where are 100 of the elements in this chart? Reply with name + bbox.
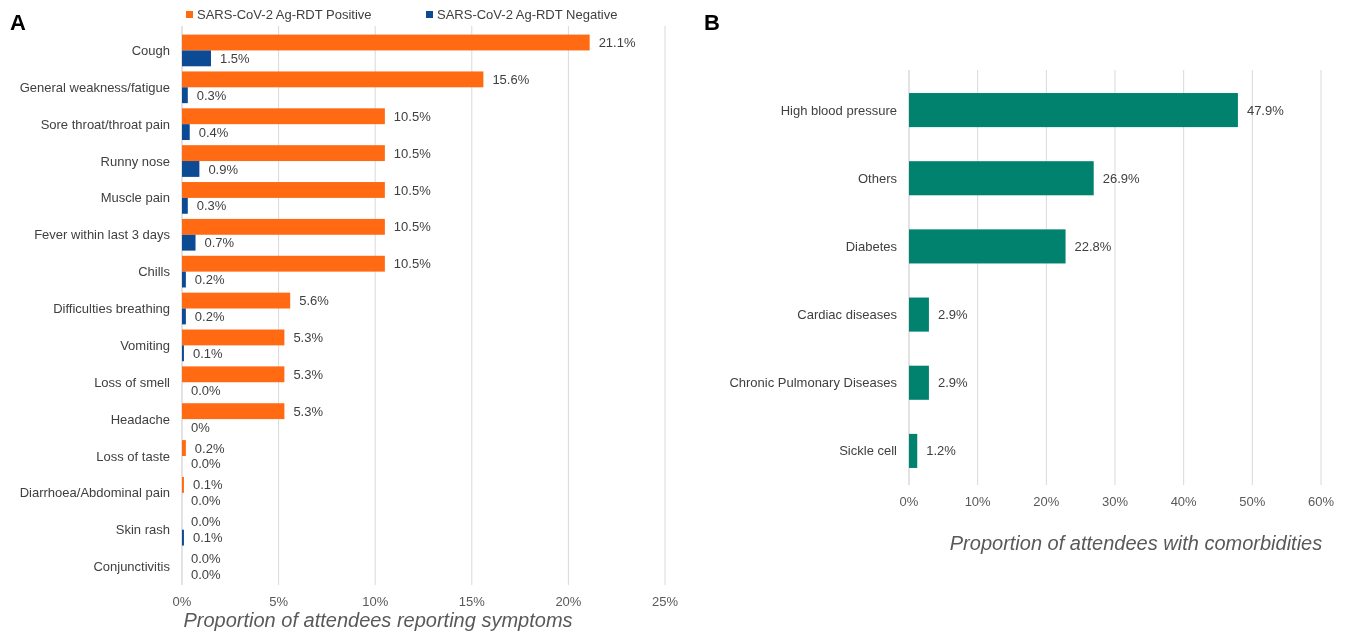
data-label: 5.3% bbox=[293, 366, 324, 382]
x-tick-label: 20% bbox=[1033, 494, 1060, 509]
data-label: 0.0% bbox=[191, 382, 222, 398]
bar bbox=[909, 161, 1094, 196]
data-label: 1.2% bbox=[926, 443, 957, 459]
data-label: 5.3% bbox=[293, 403, 324, 419]
bar bbox=[182, 197, 188, 214]
x-tick-label: 10% bbox=[362, 594, 389, 609]
data-label: 0.1% bbox=[192, 477, 223, 493]
data-label: 26.9% bbox=[1102, 170, 1141, 186]
data-label: 0.1% bbox=[192, 530, 223, 546]
data-label: 22.8% bbox=[1074, 238, 1112, 254]
data-label: 10.5% bbox=[393, 219, 432, 235]
data-label: 0.3% bbox=[196, 198, 227, 214]
data-label: 15.6% bbox=[492, 71, 530, 87]
bar bbox=[182, 145, 385, 162]
y-tick-label: Chronic Pulmonary Diseases bbox=[729, 375, 898, 391]
y-tick-label: Muscle pain bbox=[100, 190, 170, 206]
legend-label: SARS-CoV-2 Ag-RDT Positive bbox=[197, 7, 372, 23]
bar bbox=[182, 308, 186, 325]
x-axis-title: Proportion of attendees reporting symptoms bbox=[183, 609, 573, 631]
data-label: 0.0% bbox=[191, 514, 222, 530]
data-label: 47.9% bbox=[1246, 102, 1285, 118]
y-tick-label: Others bbox=[857, 170, 898, 186]
legend-label: SARS-CoV-2 Ag-RDT Negative bbox=[437, 7, 618, 23]
y-tick-label: Loss of smell bbox=[94, 374, 171, 390]
data-label: 0.1% bbox=[192, 345, 223, 361]
bar bbox=[909, 229, 1066, 264]
data-label: 0.3% bbox=[196, 87, 227, 103]
y-tick-label: Diabetes bbox=[845, 238, 898, 254]
data-label: 10.5% bbox=[393, 108, 432, 124]
y-tick-label: Skin rash bbox=[115, 522, 170, 538]
x-tick-label: 15% bbox=[458, 594, 486, 609]
bar bbox=[182, 161, 200, 177]
data-label: 2.9% bbox=[937, 307, 968, 323]
y-tick-label: High blood pressure bbox=[780, 102, 897, 118]
data-label: 5.3% bbox=[293, 329, 324, 345]
data-label: 0.0% bbox=[191, 551, 222, 567]
bar bbox=[182, 366, 285, 383]
data-label: 0.2% bbox=[194, 308, 225, 324]
data-label: 2.9% bbox=[937, 375, 968, 391]
bar bbox=[909, 93, 1238, 128]
data-label: 10.5% bbox=[393, 145, 432, 161]
y-tick-label: Runny nose bbox=[100, 153, 170, 169]
bar bbox=[182, 50, 211, 67]
bar bbox=[182, 87, 188, 104]
x-tick-label: 50% bbox=[1239, 494, 1266, 509]
y-tick-label: General weakness/fatigue bbox=[19, 79, 170, 95]
bar bbox=[182, 124, 190, 141]
data-label: 0.2% bbox=[194, 272, 225, 288]
bar bbox=[182, 255, 385, 272]
bar bbox=[182, 403, 285, 420]
data-label: 0.0% bbox=[191, 567, 222, 583]
data-label: 0.0% bbox=[191, 456, 222, 472]
bar bbox=[909, 297, 929, 332]
x-tick-label: 30% bbox=[1101, 494, 1129, 509]
x-axis-title: Proportion of attendees with comorbidities bbox=[949, 532, 1323, 554]
y-tick-label: Fever within last 3 days bbox=[34, 227, 171, 243]
data-label: 0.9% bbox=[208, 161, 239, 177]
x-tick-label: 0% bbox=[899, 494, 919, 509]
bar bbox=[182, 292, 291, 309]
bar bbox=[182, 218, 385, 235]
y-tick-label: Sore throat/throat pain bbox=[40, 116, 170, 132]
y-tick-label: Loss of taste bbox=[96, 448, 170, 464]
x-tick-label: 25% bbox=[651, 594, 679, 609]
bar bbox=[182, 329, 285, 346]
y-tick-label: Diarrhoea/Abdominal pain bbox=[19, 485, 170, 501]
bar bbox=[909, 365, 929, 400]
x-tick-label: 20% bbox=[555, 594, 582, 609]
data-label: 21.1% bbox=[598, 35, 636, 51]
data-label: 1.5% bbox=[219, 50, 251, 66]
y-tick-label: Conjunctivitis bbox=[93, 559, 171, 575]
data-label: 0.2% bbox=[194, 440, 225, 456]
data-label: 0% bbox=[191, 419, 211, 435]
data-label: 0.4% bbox=[198, 124, 229, 140]
x-tick-label: 60% bbox=[1307, 494, 1335, 509]
bar bbox=[182, 440, 186, 456]
data-label: 0.7% bbox=[204, 235, 235, 251]
x-tick-label: 10% bbox=[964, 494, 992, 509]
y-tick-label: Cough bbox=[131, 42, 170, 58]
y-tick-label: Sickle cell bbox=[839, 443, 898, 459]
y-tick-label: Difficulties breathing bbox=[53, 301, 170, 317]
y-tick-label: Vomiting bbox=[120, 337, 170, 353]
bar bbox=[182, 71, 484, 88]
bar bbox=[182, 271, 186, 288]
y-tick-label: Chills bbox=[138, 264, 171, 280]
y-tick-label: Headache bbox=[110, 411, 170, 427]
bar bbox=[182, 234, 196, 251]
data-label: 0.0% bbox=[191, 493, 222, 509]
chart-title: A bbox=[10, 10, 26, 35]
bar bbox=[182, 182, 385, 198]
x-tick-label: 40% bbox=[1170, 494, 1198, 509]
x-tick-label: 0% bbox=[172, 594, 192, 609]
data-label: 10.5% bbox=[393, 256, 432, 272]
data-label: 10.5% bbox=[393, 182, 432, 198]
data-label: 5.6% bbox=[299, 293, 330, 309]
x-tick-label: 5% bbox=[269, 594, 289, 609]
bar bbox=[182, 108, 385, 125]
y-tick-label: Cardiac diseases bbox=[797, 307, 898, 323]
bar bbox=[909, 433, 918, 468]
